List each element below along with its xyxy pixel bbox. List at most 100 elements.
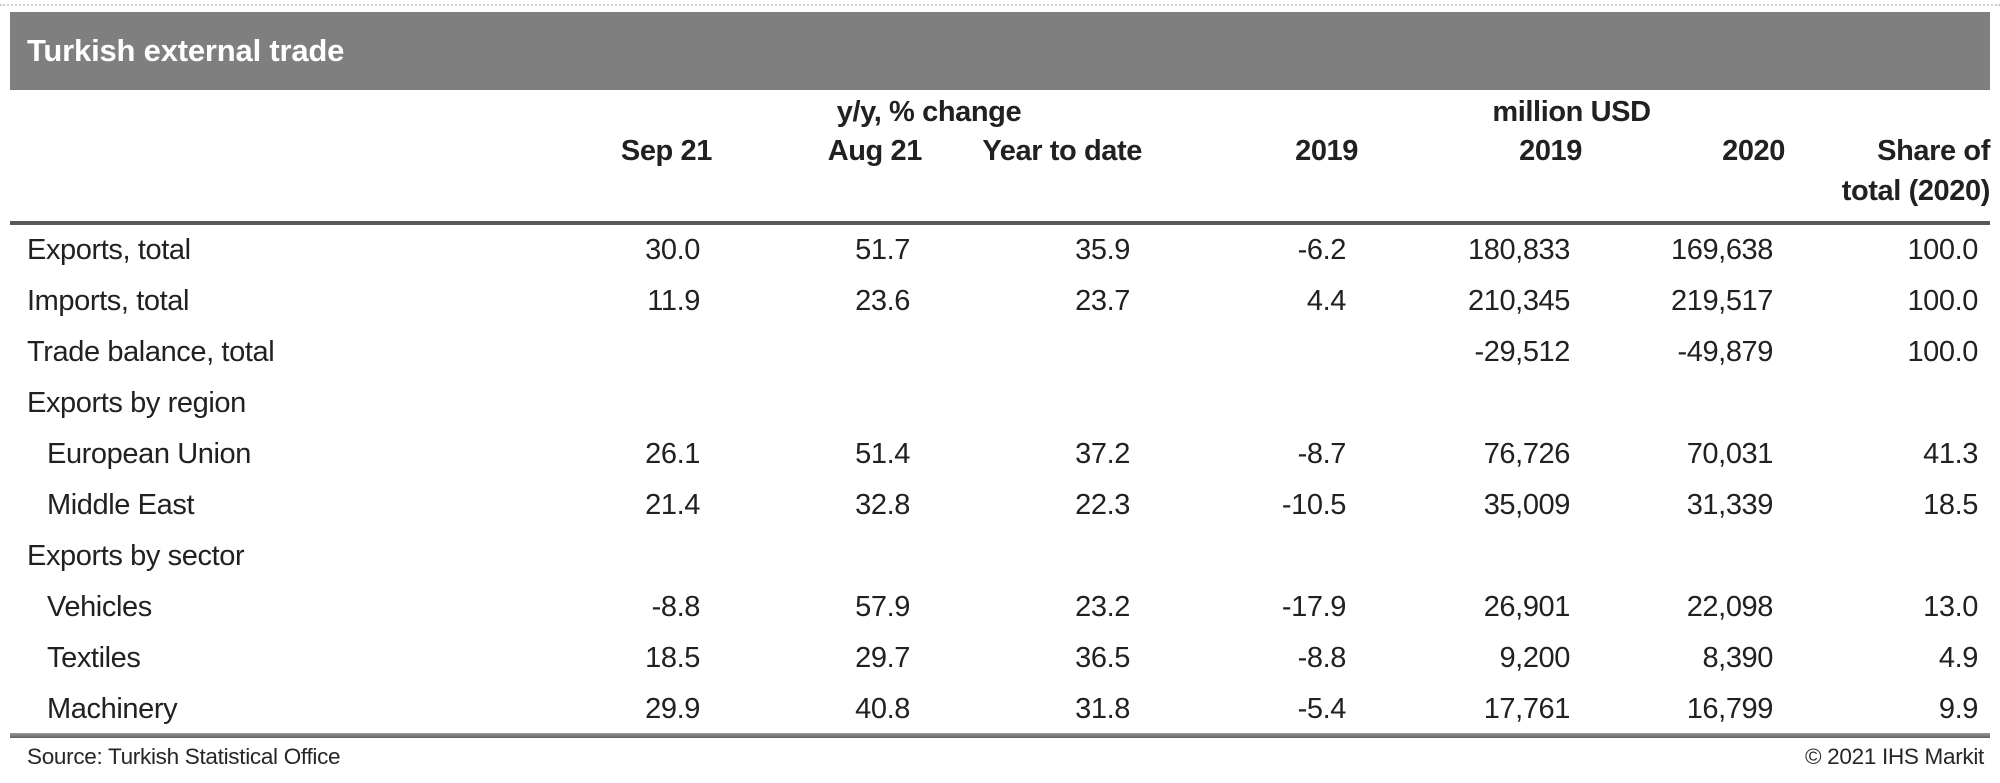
cell-value	[922, 378, 1142, 429]
cell-value: 23.2	[1075, 591, 1130, 623]
group-header-spacer	[10, 91, 500, 131]
cell-value: 29.7	[855, 642, 910, 674]
cell-value: 9,200	[1499, 642, 1571, 674]
copyright-note: © 2021 IHS Markit	[1804, 744, 1984, 769]
cell-value: 210,345	[1467, 285, 1571, 317]
cell-value: 18.5	[1923, 489, 1979, 521]
page-title: Turkish external trade	[27, 33, 345, 68]
cell-value: 23.7	[1075, 285, 1130, 317]
table-row: Exports, total 30.0 51.7 35.9 -6.2 180,8…	[10, 223, 1990, 276]
cell-value: 26.1	[645, 438, 700, 470]
table-row: European Union 26.1 51.4 37.2 -8.7 76,72…	[10, 429, 1990, 480]
cell-value: -49,879	[1677, 336, 1774, 368]
trade-table: y/y, % change million USD Sep 21 Aug 21 …	[10, 91, 1990, 735]
cell-value	[712, 327, 922, 378]
column-header-row: Sep 21 Aug 21 Year to date 2019 2019 202…	[10, 131, 1990, 225]
table-row: Exports by sector	[10, 531, 1990, 582]
table-body: Exports, total 30.0 51.7 35.9 -6.2 180,8…	[10, 223, 1990, 735]
table-row: Machinery 29.9 40.8 31.8 -5.4 17,761 16,…	[10, 684, 1990, 735]
row-label: Textiles	[47, 642, 141, 674]
cell-value: 51.4	[855, 438, 910, 470]
cell-value	[500, 378, 712, 429]
cell-value: 32.8	[855, 489, 910, 521]
cell-value: 37.2	[1075, 438, 1130, 470]
cell-value: 57.9	[855, 591, 910, 623]
cell-value	[1142, 378, 1358, 429]
table-row: Textiles 18.5 29.7 36.5 -8.8 9,200 8,390…	[10, 633, 1990, 684]
column-header-sep-21: Sep 21	[500, 131, 712, 225]
group-header-yoy-change: y/y, % change	[836, 96, 1022, 128]
table-row: Trade balance, total -29,512 -49,879 100…	[10, 327, 1990, 378]
cell-value: 35.9	[1075, 234, 1130, 266]
column-header-2020-usd: 2020	[1582, 131, 1785, 225]
cell-value: 169,638	[1670, 234, 1774, 266]
cell-value: 21.4	[645, 489, 700, 521]
cell-value	[1358, 378, 1582, 429]
group-header-spacer-right	[1785, 91, 1990, 131]
cell-value: 31,339	[1686, 489, 1774, 521]
cell-value: 100.0	[1907, 234, 1979, 266]
cell-value	[1785, 531, 1990, 582]
column-header-2019-yoy: 2019	[1142, 131, 1358, 225]
cell-value: 40.8	[855, 693, 910, 725]
source-note: Source: Turkish Statistical Office	[27, 744, 341, 769]
cell-value	[1358, 531, 1582, 582]
cell-value: 22,098	[1686, 591, 1774, 623]
column-header-2019-usd: 2019	[1358, 131, 1582, 225]
cell-value: 4.4	[1306, 285, 1347, 317]
cell-value	[922, 531, 1142, 582]
column-header-spacer	[10, 131, 500, 225]
cell-value: 35,009	[1483, 489, 1571, 521]
row-label: Trade balance, total	[27, 336, 275, 368]
row-label: European Union	[47, 438, 251, 470]
cell-value	[712, 531, 922, 582]
table-row: Vehicles -8.8 57.9 23.2 -17.9 26,901 22,…	[10, 582, 1990, 633]
cell-value: 9.9	[1938, 693, 1979, 725]
bottom-rule	[10, 733, 1990, 738]
column-header-aug-21: Aug 21	[712, 131, 922, 225]
table-row: Imports, total 11.9 23.6 23.7 4.4 210,34…	[10, 276, 1990, 327]
cell-value: 31.8	[1075, 693, 1130, 725]
cell-value	[712, 378, 922, 429]
cell-value: 180,833	[1467, 234, 1571, 266]
cell-value: 13.0	[1923, 591, 1979, 623]
table-row: Middle East 21.4 32.8 22.3 -10.5 35,009 …	[10, 480, 1990, 531]
cell-value: -10.5	[1281, 489, 1347, 521]
row-label: Machinery	[47, 693, 178, 725]
cell-value: 11.9	[647, 285, 700, 317]
row-label: Imports, total	[27, 285, 190, 317]
row-label: Middle East	[47, 489, 195, 521]
cell-value: -5.4	[1297, 693, 1347, 725]
cell-value: -8.8	[1297, 642, 1347, 674]
cell-value	[1142, 327, 1358, 378]
cell-value	[1142, 531, 1358, 582]
cell-value: 100.0	[1907, 285, 1979, 317]
cell-value: -8.8	[651, 591, 701, 623]
cell-value	[500, 531, 712, 582]
cell-value	[922, 327, 1142, 378]
column-header-share-of-total: Share of total (2020)	[1785, 131, 1990, 225]
cell-value	[1785, 378, 1990, 429]
row-label: Vehicles	[47, 591, 152, 623]
cell-value: 29.9	[645, 693, 700, 725]
cell-value: 219,517	[1670, 285, 1774, 317]
cell-value: -29,512	[1474, 336, 1571, 368]
row-label: Exports by region	[27, 387, 246, 419]
cell-value: 51.7	[855, 234, 910, 266]
group-header-million-usd: million USD	[1492, 96, 1651, 128]
cell-value	[1582, 531, 1785, 582]
top-dotted-rule	[0, 4, 2000, 6]
cell-value: 36.5	[1075, 642, 1130, 674]
cell-value	[500, 327, 712, 378]
cell-value: 70,031	[1686, 438, 1774, 470]
group-header-row: y/y, % change million USD	[10, 91, 1990, 131]
cell-value: 17,761	[1483, 693, 1571, 725]
cell-value: -6.2	[1297, 234, 1347, 266]
table-row: Exports by region	[10, 378, 1990, 429]
cell-value: 22.3	[1075, 489, 1130, 521]
cell-value: 16,799	[1686, 693, 1774, 725]
cell-value: 76,726	[1483, 438, 1571, 470]
cell-value: 23.6	[855, 285, 910, 317]
title-bar: Turkish external trade	[10, 12, 1990, 90]
